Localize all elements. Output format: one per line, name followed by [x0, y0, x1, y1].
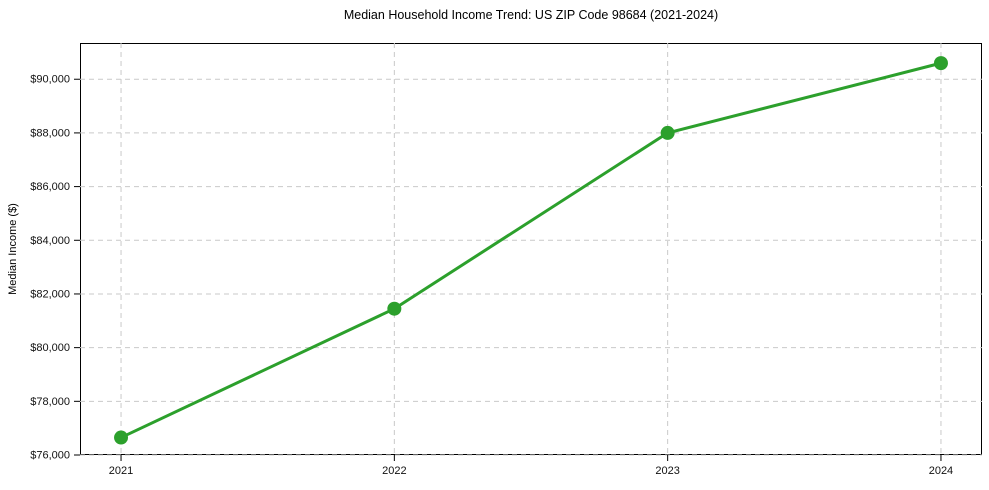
y-tick-label: $80,000	[30, 342, 70, 354]
y-tick-label: $78,000	[30, 396, 70, 408]
x-tick-label: 2024	[929, 465, 953, 477]
data-point-marker	[387, 301, 402, 316]
chart-title: Median Household Income Trend: US ZIP Co…	[343, 8, 719, 22]
y-tick-label: $90,000	[30, 74, 70, 86]
trend-line	[119, 61, 943, 440]
y-tick-label: $76,000	[30, 450, 70, 462]
data-point-marker	[933, 56, 948, 71]
x-tick-label: 2022	[382, 465, 406, 477]
y-tick-label: $84,000	[30, 235, 70, 247]
y-tick-label: $86,000	[30, 181, 70, 193]
data-point-marker	[114, 430, 129, 445]
data-point-marker	[660, 125, 675, 140]
y-tick-label: $88,000	[30, 127, 70, 139]
y-tick-label: $82,000	[30, 288, 70, 300]
x-tick-label: 2023	[655, 465, 679, 477]
x-tick-label: 2021	[109, 465, 133, 477]
